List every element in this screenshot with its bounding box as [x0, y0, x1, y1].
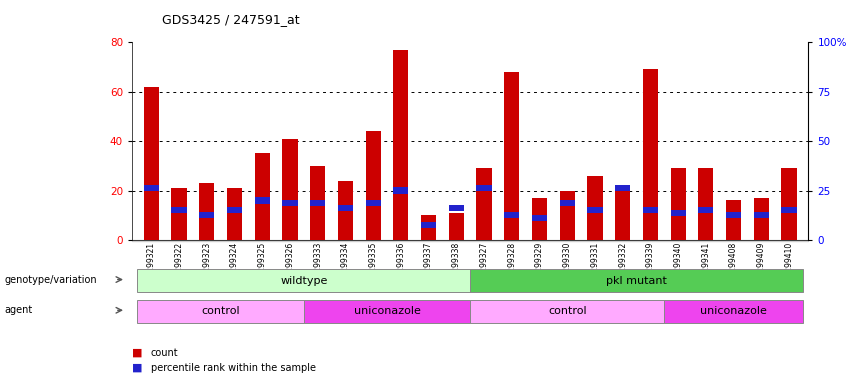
Bar — [310, 200, 325, 206]
Bar — [504, 72, 519, 240]
Bar — [283, 200, 298, 206]
Bar — [421, 215, 437, 240]
Bar — [393, 187, 408, 194]
Text: control: control — [202, 306, 240, 316]
Bar — [615, 185, 631, 240]
Bar — [393, 50, 408, 240]
Text: wildtype: wildtype — [280, 276, 328, 286]
Bar — [448, 213, 464, 240]
Bar — [504, 212, 519, 218]
Bar — [199, 183, 214, 240]
Bar — [587, 207, 603, 214]
Text: control: control — [548, 306, 586, 316]
Bar — [532, 198, 547, 240]
Bar — [171, 188, 186, 240]
Text: percentile rank within the sample: percentile rank within the sample — [151, 363, 316, 373]
Text: count: count — [151, 348, 178, 358]
Bar — [304, 300, 470, 323]
Bar — [754, 198, 769, 240]
Bar — [338, 181, 353, 240]
Bar — [698, 168, 713, 240]
Bar — [366, 131, 380, 240]
Text: uniconazole: uniconazole — [700, 306, 767, 316]
Text: uniconazole: uniconazole — [353, 306, 420, 316]
Bar — [643, 70, 658, 240]
Bar — [560, 190, 574, 240]
Bar — [671, 168, 686, 240]
Bar — [132, 240, 808, 241]
Bar — [560, 200, 574, 206]
Bar — [665, 300, 802, 323]
Bar — [138, 300, 304, 323]
Bar — [254, 154, 270, 240]
Bar — [283, 139, 298, 240]
Bar — [726, 200, 741, 240]
Bar — [671, 210, 686, 216]
Text: agent: agent — [4, 305, 32, 315]
Bar — [477, 168, 492, 240]
Bar — [615, 185, 631, 191]
Bar — [477, 185, 492, 191]
Bar — [310, 166, 325, 240]
Bar — [698, 207, 713, 214]
Text: genotype/variation: genotype/variation — [4, 275, 97, 285]
Bar — [587, 176, 603, 240]
Bar — [227, 188, 243, 240]
Text: GDS3425 / 247591_at: GDS3425 / 247591_at — [162, 13, 300, 26]
Bar — [726, 212, 741, 218]
Bar — [471, 300, 665, 323]
Bar — [754, 212, 769, 218]
Bar — [532, 215, 547, 221]
Text: ■: ■ — [132, 348, 142, 358]
Bar — [227, 207, 243, 214]
Bar — [421, 222, 437, 228]
Bar — [254, 197, 270, 204]
Bar — [448, 205, 464, 211]
Bar — [144, 87, 159, 240]
Bar — [781, 207, 797, 214]
Bar — [366, 200, 380, 206]
Bar — [643, 207, 658, 214]
Bar — [144, 185, 159, 191]
Bar — [781, 168, 797, 240]
Bar — [171, 207, 186, 214]
Text: ■: ■ — [132, 363, 142, 373]
Bar — [199, 212, 214, 218]
Bar — [338, 205, 353, 211]
Bar — [138, 269, 470, 293]
Text: pkl mutant: pkl mutant — [606, 276, 667, 286]
Bar — [471, 269, 802, 293]
